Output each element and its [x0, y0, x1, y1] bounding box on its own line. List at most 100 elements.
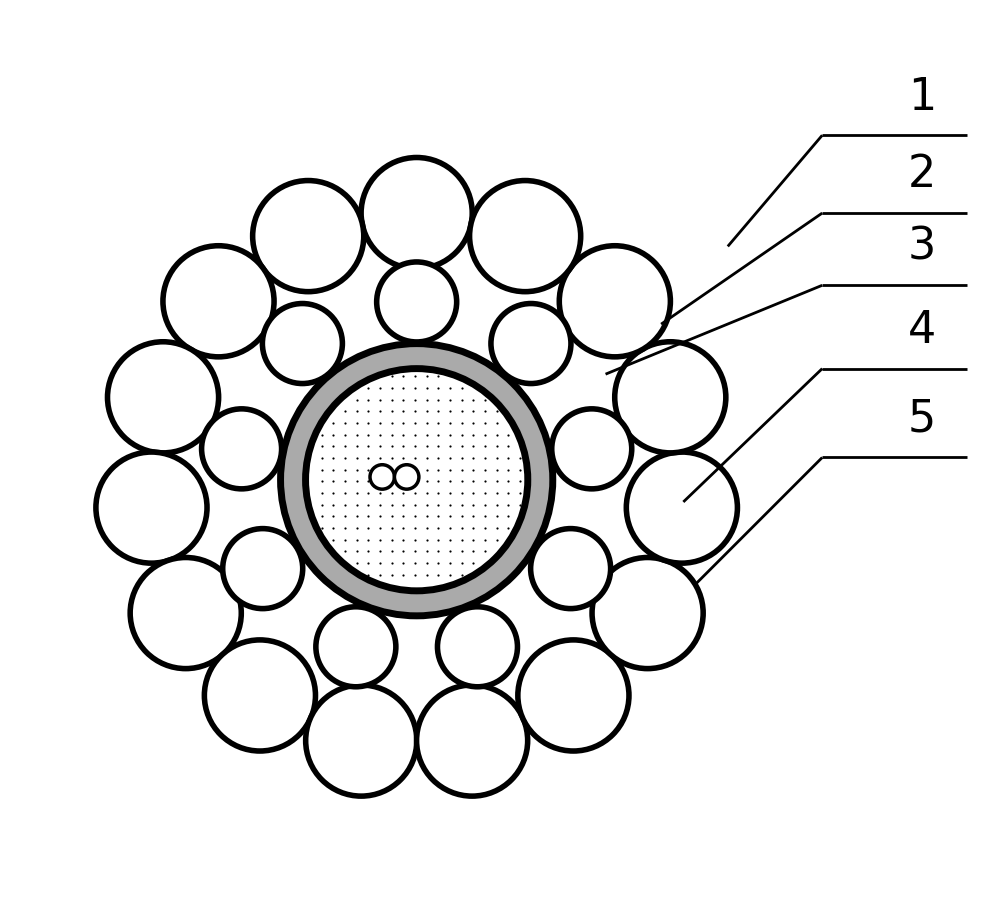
Point — [419, 474, 435, 489]
Circle shape — [281, 344, 553, 616]
Point — [442, 462, 458, 477]
Point — [442, 486, 458, 501]
Point — [372, 393, 388, 407]
Point — [442, 451, 458, 466]
Point — [477, 404, 493, 419]
Point — [500, 498, 516, 512]
Point — [337, 521, 353, 535]
Point — [477, 486, 493, 501]
Point — [372, 533, 388, 547]
Point — [430, 533, 446, 547]
Point — [395, 415, 411, 430]
Point — [314, 498, 330, 512]
Point — [407, 509, 423, 523]
Point — [325, 451, 341, 466]
Point — [360, 393, 376, 407]
Point — [384, 462, 400, 477]
Point — [465, 555, 481, 570]
Point — [442, 509, 458, 523]
Point — [477, 427, 493, 442]
Circle shape — [437, 607, 517, 687]
Text: 3: 3 — [908, 226, 936, 269]
Point — [454, 451, 470, 466]
Point — [454, 533, 470, 547]
Point — [489, 521, 505, 535]
Point — [419, 427, 435, 442]
Point — [395, 451, 411, 466]
Point — [395, 474, 411, 489]
Point — [489, 509, 505, 523]
Point — [395, 498, 411, 512]
Point — [454, 427, 470, 442]
Point — [512, 462, 528, 477]
Point — [407, 393, 423, 407]
Point — [489, 486, 505, 501]
Point — [442, 567, 458, 582]
Point — [395, 427, 411, 442]
Point — [384, 474, 400, 489]
Point — [314, 439, 330, 454]
Point — [419, 544, 435, 559]
Point — [477, 393, 493, 407]
Point — [395, 521, 411, 535]
Point — [430, 415, 446, 430]
Point — [419, 451, 435, 466]
Point — [372, 555, 388, 570]
Point — [465, 498, 481, 512]
Point — [349, 451, 365, 466]
Point — [407, 486, 423, 501]
Point — [372, 381, 388, 395]
Point — [430, 427, 446, 442]
Point — [395, 369, 411, 383]
Point — [325, 427, 341, 442]
Point — [419, 567, 435, 582]
Point — [489, 474, 505, 489]
Point — [500, 427, 516, 442]
Point — [360, 498, 376, 512]
Point — [360, 404, 376, 419]
Point — [477, 439, 493, 454]
Point — [489, 427, 505, 442]
Point — [465, 415, 481, 430]
Point — [407, 555, 423, 570]
Point — [489, 415, 505, 430]
Point — [419, 509, 435, 523]
Point — [337, 404, 353, 419]
Point — [349, 439, 365, 454]
Point — [349, 533, 365, 547]
Point — [465, 404, 481, 419]
Point — [477, 521, 493, 535]
Point — [384, 427, 400, 442]
Point — [430, 498, 446, 512]
Point — [430, 474, 446, 489]
Circle shape — [306, 369, 528, 591]
Circle shape — [370, 465, 394, 490]
Point — [314, 462, 330, 477]
Circle shape — [626, 452, 737, 563]
Point — [500, 439, 516, 454]
Point — [512, 498, 528, 512]
Point — [384, 521, 400, 535]
Point — [407, 567, 423, 582]
Point — [407, 381, 423, 395]
Point — [430, 462, 446, 477]
Circle shape — [559, 246, 670, 357]
Point — [419, 498, 435, 512]
Circle shape — [470, 180, 581, 292]
Point — [360, 533, 376, 547]
Point — [337, 544, 353, 559]
Point — [477, 544, 493, 559]
Point — [407, 498, 423, 512]
Point — [325, 462, 341, 477]
Point — [430, 369, 446, 383]
Point — [454, 462, 470, 477]
Point — [454, 393, 470, 407]
Point — [314, 486, 330, 501]
Point — [407, 544, 423, 559]
Point — [407, 369, 423, 383]
Point — [360, 462, 376, 477]
Point — [407, 462, 423, 477]
Circle shape — [107, 342, 219, 453]
Point — [314, 427, 330, 442]
Circle shape — [361, 157, 472, 269]
